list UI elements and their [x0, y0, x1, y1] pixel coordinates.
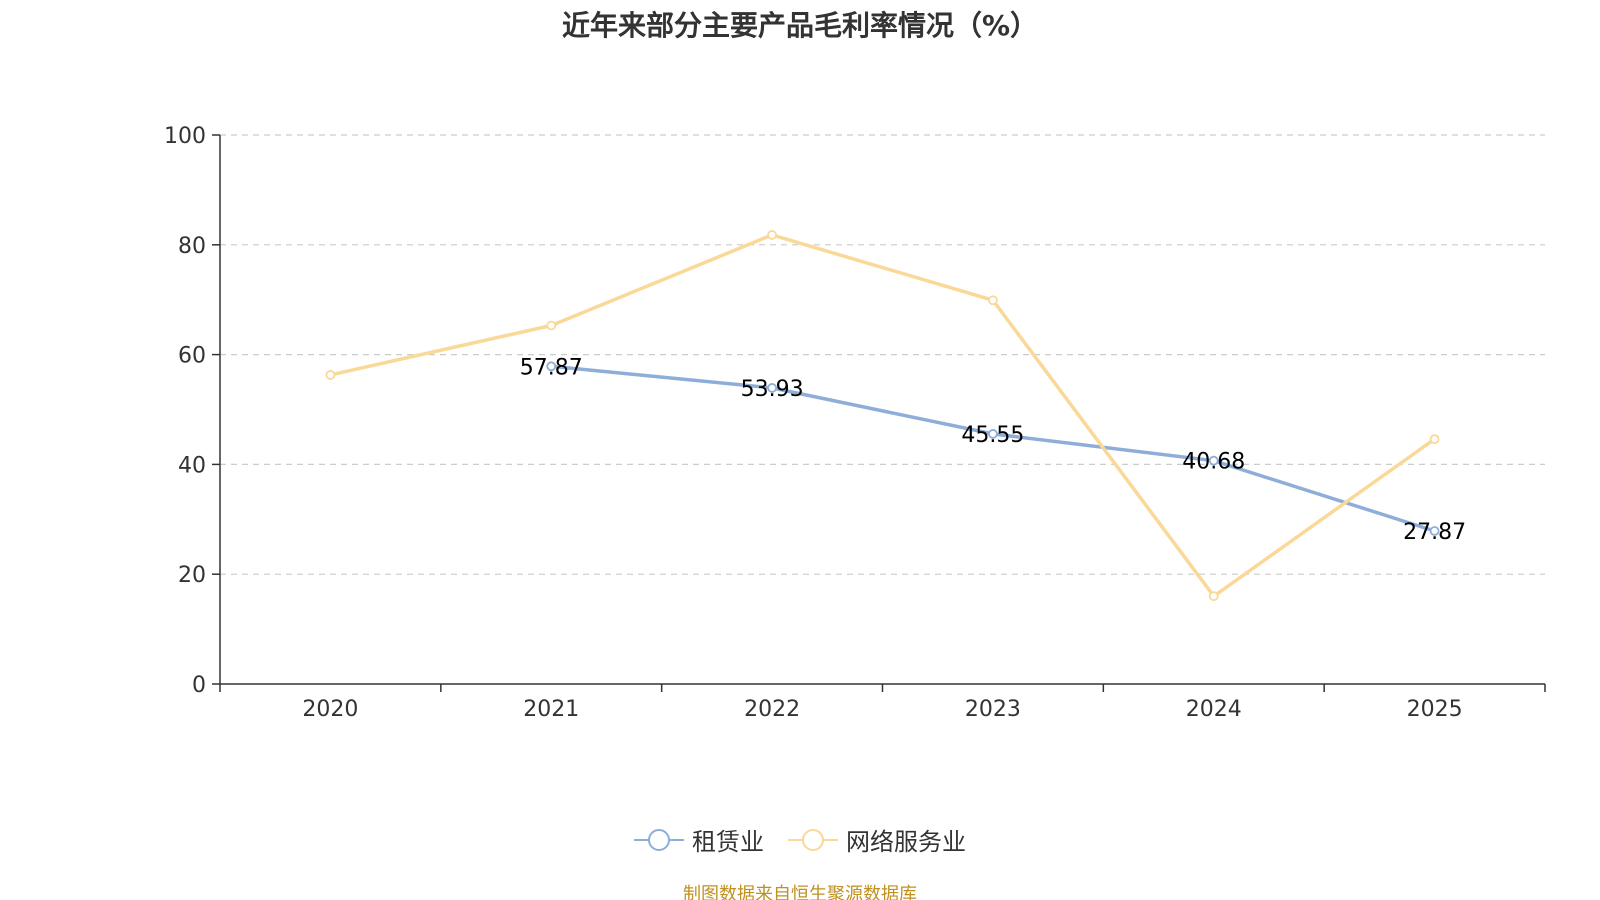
series-line-2 — [330, 233, 1436, 598]
legend: 租赁业 网络服务业 — [0, 822, 1600, 857]
y-tick-label: 60 — [178, 344, 206, 369]
data-label: 40.68 — [1182, 450, 1245, 475]
legend-label: 租赁业 — [692, 828, 764, 856]
data-point[interactable] — [767, 383, 777, 393]
y-tick-label: 20 — [178, 563, 206, 588]
data-label: 27.87 — [1403, 520, 1466, 545]
data-labels: 57.87 53.93 45.55 40.68 27.87 — [520, 355, 1466, 545]
data-point[interactable] — [1208, 455, 1219, 466]
x-tick-label: 2021 — [523, 697, 579, 722]
y-tick-label: 100 — [164, 124, 206, 149]
legend-item-series-2[interactable]: 网络服务业 — [788, 822, 966, 857]
series-line-1 — [551, 364, 1436, 533]
legend-label: 网络服务业 — [846, 828, 966, 856]
series-layer — [325, 230, 1440, 602]
y-tick-label: 40 — [178, 453, 206, 478]
data-point[interactable] — [1429, 434, 1440, 445]
y-tick-label: 80 — [178, 234, 206, 259]
x-tick-label: 2023 — [965, 697, 1021, 722]
data-label: 45.55 — [961, 423, 1024, 448]
legend-marker-icon — [788, 828, 838, 851]
data-point[interactable] — [767, 230, 777, 240]
legend-marker-icon — [634, 828, 684, 851]
x-tick-label: 2022 — [744, 697, 800, 722]
x-tick-label: 2025 — [1407, 697, 1463, 722]
data-point[interactable] — [546, 320, 557, 331]
data-point[interactable] — [1208, 591, 1219, 602]
x-tick-label: 2020 — [302, 697, 358, 722]
data-point[interactable] — [1429, 526, 1440, 536]
data-point[interactable] — [988, 429, 998, 439]
data-point[interactable] — [988, 295, 998, 306]
data-point[interactable] — [325, 370, 336, 380]
source-note: 制图数据来自恒生聚源数据库 — [683, 884, 917, 900]
grid-lines — [220, 134, 1545, 575]
data-label: 57.87 — [520, 355, 583, 380]
legend-item-series-1[interactable]: 租赁业 — [634, 822, 764, 857]
axes: 0 20 40 60 80 100 2020 2021 2022 2023 2024 2025 — [164, 124, 1546, 722]
data-label: 53.93 — [741, 377, 804, 402]
chart-title: 近年来部分主要产品毛利率情况（%） — [561, 9, 1039, 42]
x-tick-label: 2024 — [1186, 697, 1242, 722]
y-tick-label: 0 — [192, 673, 206, 698]
data-point[interactable] — [546, 361, 557, 372]
